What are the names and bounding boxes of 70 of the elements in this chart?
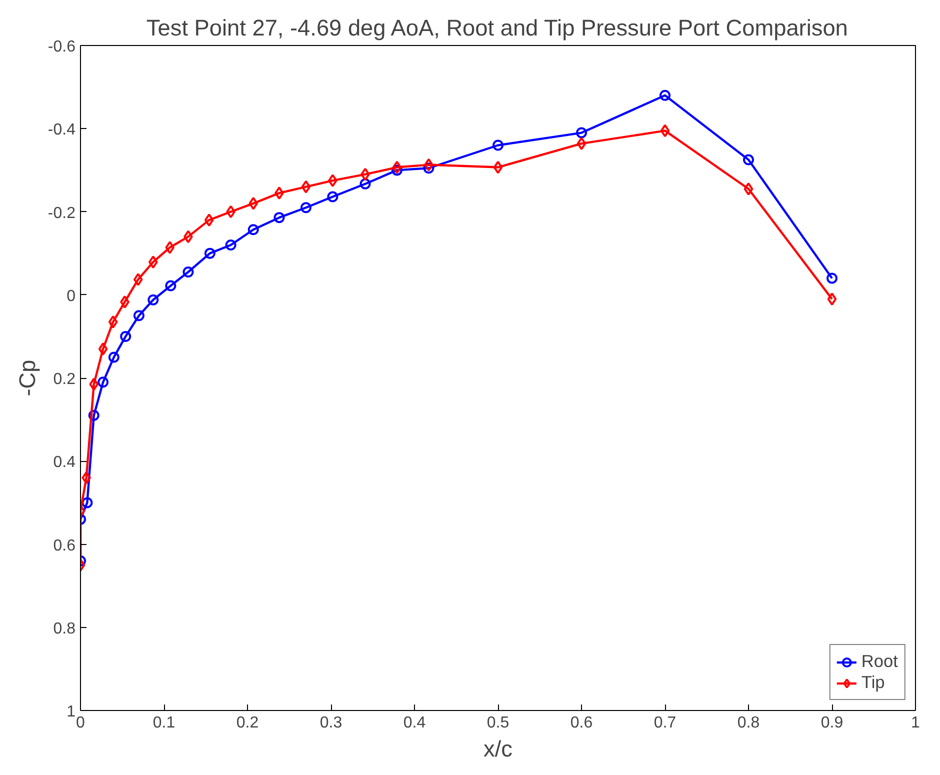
point	[108, 352, 120, 363]
x-tick-label: 0.6	[570, 714, 593, 732]
point	[108, 315, 118, 328]
point	[225, 240, 236, 250]
y-tick-label: -0.6	[48, 38, 76, 56]
point	[826, 272, 838, 284]
point	[300, 202, 312, 214]
point	[743, 154, 754, 166]
point	[148, 294, 159, 306]
x-tick-label: 0.1	[152, 714, 176, 732]
point	[248, 196, 258, 210]
x-tick-label: 1	[911, 714, 920, 732]
y-axis-title: -Cp	[14, 360, 40, 396]
point	[392, 160, 402, 174]
point	[82, 497, 93, 508]
y-tick-label: -0.4	[48, 122, 76, 139]
point	[98, 342, 108, 356]
point	[327, 191, 338, 202]
point	[148, 256, 158, 269]
x-tick-label: 0.9	[820, 714, 844, 732]
point	[82, 471, 92, 484]
point	[391, 164, 402, 176]
point	[576, 137, 586, 150]
x-tick-label: 0.4	[403, 714, 426, 732]
point	[328, 174, 338, 188]
y-tick-label: 0	[66, 288, 76, 305]
point	[88, 410, 100, 421]
point	[133, 310, 144, 322]
y-tick-label: 0.6	[53, 537, 76, 554]
x-tick-label: 0.7	[654, 714, 676, 732]
point	[248, 224, 259, 236]
x-tick-label: 0.5	[486, 714, 510, 732]
y-tick-label: 0.2	[53, 371, 76, 388]
point	[660, 90, 670, 101]
point	[184, 230, 193, 244]
point	[120, 295, 130, 308]
x-tick-label: 0.3	[320, 714, 342, 732]
x-axis-title: x/c	[484, 736, 512, 762]
chart-title: Test Point 27, -4.69 deg AoA, Root and Tip Pressure Port Comparison	[146, 14, 848, 40]
point	[493, 160, 503, 174]
x-tick-label: 0.2	[236, 714, 259, 732]
point	[274, 212, 285, 224]
point	[204, 248, 216, 259]
point	[744, 182, 754, 196]
y-tick-label: 0.4	[53, 454, 76, 472]
y-tick-label: 1	[66, 704, 76, 720]
point	[827, 292, 837, 306]
point	[120, 330, 132, 342]
point	[274, 186, 284, 200]
point	[226, 205, 236, 218]
point	[424, 158, 434, 172]
point	[301, 180, 311, 194]
point	[423, 162, 434, 174]
point	[576, 127, 587, 138]
point	[133, 272, 143, 286]
y-tick-label: -0.2	[48, 204, 76, 222]
point	[89, 378, 99, 391]
legend-label: Root	[861, 651, 898, 672]
point	[492, 140, 504, 151]
point	[204, 214, 214, 227]
point	[360, 168, 370, 181]
point	[182, 266, 194, 278]
point	[660, 124, 670, 138]
x-tick-label: 0.8	[737, 714, 760, 732]
point	[165, 240, 175, 254]
point	[165, 280, 176, 292]
point	[98, 376, 109, 388]
y-tick-label: 0.8	[53, 620, 76, 638]
legend-label: Tip	[861, 672, 885, 693]
point	[360, 178, 371, 190]
